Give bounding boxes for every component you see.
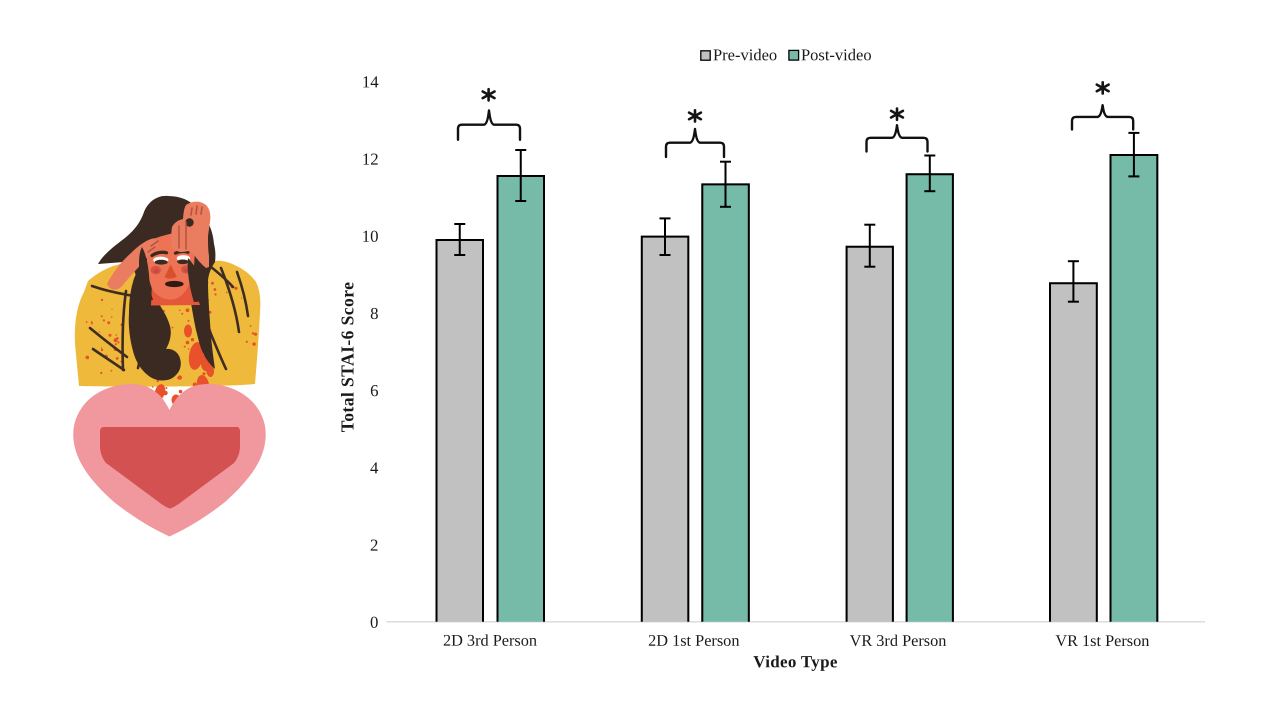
svg-text:0: 0 — [370, 613, 378, 632]
svg-text:12: 12 — [362, 150, 379, 169]
svg-text:Post-video: Post-video — [801, 45, 872, 64]
svg-text:14: 14 — [362, 72, 379, 91]
svg-text:Pre-video: Pre-video — [713, 45, 777, 64]
svg-text:VR 3rd Person: VR 3rd Person — [850, 631, 947, 650]
svg-text:Video Type: Video Type — [753, 652, 838, 671]
svg-text:VR 1st Person: VR 1st Person — [1055, 631, 1149, 650]
svg-text:8: 8 — [370, 304, 378, 323]
svg-text:6: 6 — [370, 381, 378, 400]
svg-text:10: 10 — [362, 227, 379, 246]
svg-text:2: 2 — [370, 536, 378, 555]
svg-text:2D 3rd Person: 2D 3rd Person — [443, 631, 537, 650]
svg-text:Total STAI-6 Score: Total STAI-6 Score — [338, 282, 358, 433]
svg-text:2D 1st Person: 2D 1st Person — [648, 631, 739, 650]
svg-text:4: 4 — [370, 458, 379, 477]
